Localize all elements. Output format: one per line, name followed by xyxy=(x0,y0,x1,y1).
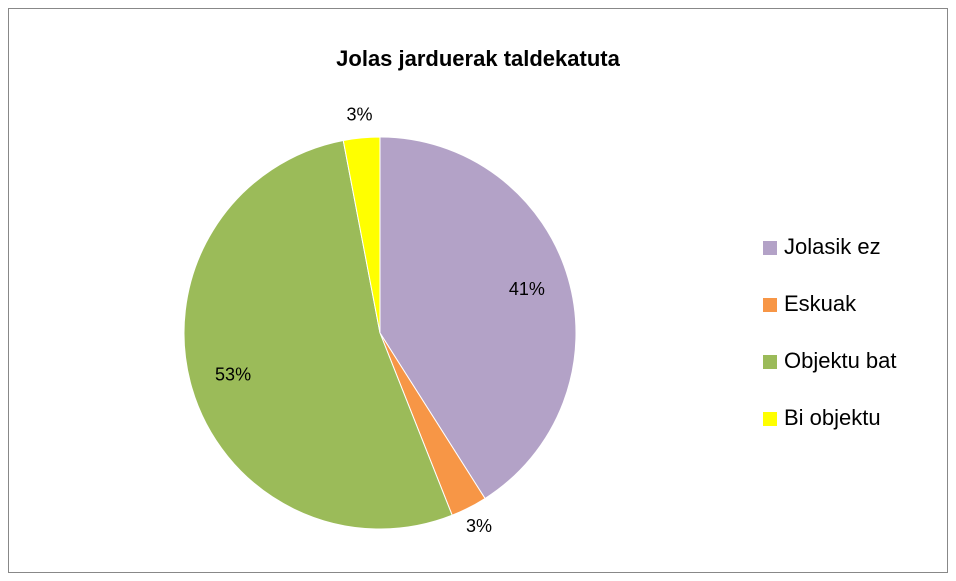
legend-swatch xyxy=(763,355,777,369)
legend-label: Bi objektu xyxy=(784,405,881,430)
pie-slice xyxy=(342,136,381,334)
legend-swatch xyxy=(763,241,777,255)
data-label: 41% xyxy=(509,279,545,299)
data-label: 53% xyxy=(215,364,251,384)
data-label: 3% xyxy=(346,105,372,125)
pie-slice xyxy=(379,136,577,500)
legend-swatch xyxy=(763,412,777,426)
legend-label: Jolasik ez xyxy=(784,234,881,259)
legend-swatch xyxy=(763,298,777,312)
chart-title: Jolas jarduerak taldekatuta xyxy=(336,46,620,71)
legend-label: Objektu bat xyxy=(784,348,897,373)
data-label: 3% xyxy=(466,516,492,536)
pie-slice xyxy=(183,139,453,530)
legend-label: Eskuak xyxy=(784,291,857,316)
